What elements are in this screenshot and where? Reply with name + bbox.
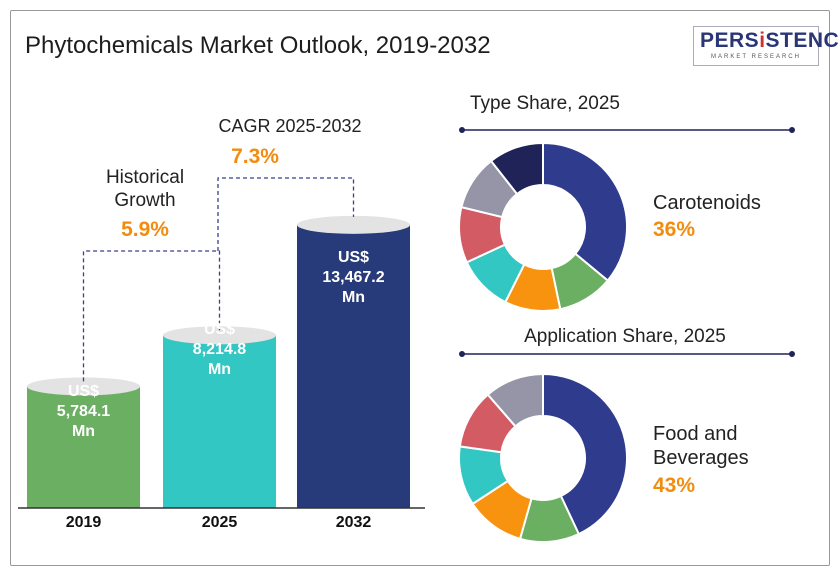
year-label-2032: 2032 — [335, 514, 372, 531]
bar-2019 — [27, 386, 140, 508]
card-border — [10, 10, 830, 566]
type-divider-dot-right — [789, 127, 795, 133]
historical-connector — [82, 250, 221, 382]
application-donut-slice-5 — [486, 372, 544, 428]
type-highlight-name: Carotenoids — [653, 192, 761, 214]
type-donut-slice-0 — [542, 141, 628, 282]
year-label-2025: 2025 — [201, 514, 238, 531]
bar-2025 — [163, 335, 276, 508]
logo: PERSiSTENCE MARKET RESEARCH — [693, 26, 840, 66]
type-donut-slice-6 — [489, 141, 544, 196]
bar-top-2019 — [27, 377, 140, 396]
application-share-title: Application Share, 2025 — [524, 326, 726, 347]
type-divider-dot-left — [459, 127, 465, 133]
historical-growth-label: Historical Growth — [105, 167, 185, 211]
bar-label-2019: US$ 5,784.1 Mn — [56, 383, 111, 440]
historical-growth-value: 5.9% — [121, 218, 169, 241]
application-divider-dot-left — [459, 351, 465, 357]
bar-label-2032: US$ 13,467.2 Mn — [322, 249, 385, 306]
app-highlight-name: Food and Beverages — [653, 423, 749, 469]
bar-top-2025 — [163, 326, 276, 345]
application-divider-dot-right — [789, 351, 795, 357]
bar-2032 — [297, 224, 410, 509]
bar-label-2025: US$ 8,214.8 Mn — [192, 321, 247, 378]
type-share-title: Type Share, 2025 — [470, 93, 620, 114]
bar-top-2032 — [297, 215, 410, 234]
page-title: Phytochemicals Market Outlook, 2019-2032 — [25, 32, 491, 59]
cagr-label: CAGR 2025-2032 — [218, 116, 362, 136]
application-donut-slice-0 — [542, 372, 628, 536]
cagr-connector — [217, 177, 355, 251]
cagr-value: 7.3% — [231, 145, 279, 168]
type-highlight-value: 36% — [653, 218, 696, 241]
year-label-2019: 2019 — [65, 514, 102, 531]
app-highlight-value: 43% — [653, 474, 696, 497]
